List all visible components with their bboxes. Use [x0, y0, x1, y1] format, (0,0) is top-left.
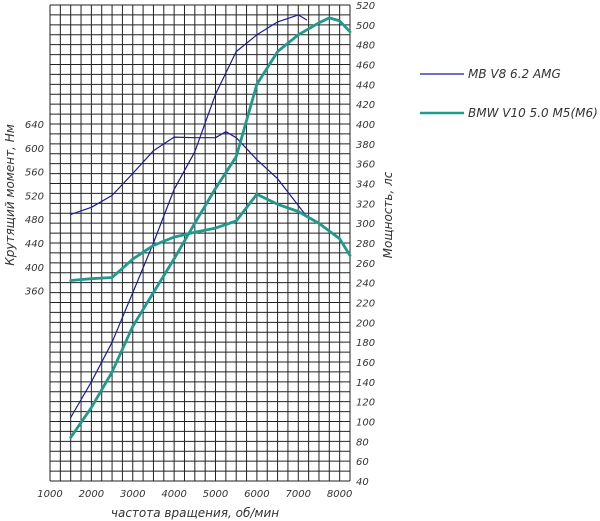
legend-label-mb: MB V8 6.2 AMG — [468, 67, 561, 81]
right-tick-label: 40 — [356, 477, 369, 488]
right-tick-label: 220 — [356, 299, 375, 310]
x-tick-label: 2000 — [79, 489, 104, 500]
right-tick-label: 180 — [356, 338, 375, 349]
x-tick-label: 1000 — [37, 489, 62, 500]
left-tick-label: 520 — [25, 191, 44, 202]
right-tick-label: 300 — [356, 219, 375, 230]
x-tick-label: 5000 — [203, 489, 228, 500]
right-tick-label: 120 — [356, 398, 375, 409]
right-tick-label: 400 — [356, 120, 375, 131]
right-tick-label: 500 — [356, 21, 375, 32]
x-tick-label: 6000 — [244, 489, 269, 500]
x-tick-label: 4000 — [161, 489, 186, 500]
right-tick-label: 260 — [356, 259, 375, 270]
series-lines — [69, 14, 352, 439]
right-tick-label: 360 — [356, 160, 375, 171]
right-tick-label: 520 — [356, 1, 375, 12]
bmw-torque-line — [69, 192, 352, 282]
right-tick-label: 380 — [356, 140, 375, 151]
mb-power-line — [70, 14, 308, 419]
x-axis-label: частота вращения, об/мин — [111, 506, 279, 520]
left-tick-label: 640 — [25, 120, 44, 131]
right-tick-label: 460 — [356, 61, 375, 72]
right-tick-label: 320 — [356, 199, 375, 210]
x-tick-label: 8000 — [327, 489, 352, 500]
bmw-power-line — [69, 16, 352, 439]
left-tick-label: 360 — [25, 287, 44, 298]
right-tick-label: 340 — [356, 180, 375, 191]
right-tick-label: 80 — [356, 437, 369, 448]
left-tick-label: 440 — [25, 239, 44, 250]
x-axis-ticks: 1000 2000 3000 4000 5000 6000 7000 8000 — [37, 489, 352, 500]
right-tick-label: 240 — [356, 279, 375, 290]
left-axis-label: Крутящий момент, Нм — [3, 124, 17, 266]
mb-torque-line — [70, 131, 308, 217]
right-tick-label: 280 — [356, 239, 375, 250]
left-tick-label: 560 — [25, 168, 44, 179]
x-tick-label: 3000 — [120, 489, 145, 500]
right-tick-label: 200 — [356, 318, 375, 329]
right-tick-label: 420 — [356, 100, 375, 111]
right-tick-label: 60 — [356, 457, 369, 468]
right-tick-label: 160 — [356, 358, 375, 369]
left-tick-label: 600 — [25, 144, 44, 155]
right-tick-label: 480 — [356, 41, 375, 52]
right-axis-ticks: 40 60 80 100 120 140 160 180 200 220 240 260 280 300 3… — [356, 1, 375, 488]
right-tick-label: 440 — [356, 80, 375, 91]
chart-grid — [49, 4, 351, 482]
left-tick-label: 400 — [25, 263, 44, 274]
left-axis-ticks: 360 400 440 480 520 560 600 640 — [25, 120, 44, 298]
left-tick-label: 480 — [25, 215, 44, 226]
legend: MB V8 6.2 AMG BMW V10 5.0 M5(M6) — [420, 67, 598, 120]
right-tick-label: 100 — [356, 418, 375, 429]
right-axis-label: Мощность, лс — [381, 171, 395, 258]
x-tick-label: 7000 — [286, 489, 311, 500]
legend-label-bmw: BMW V10 5.0 M5(M6) — [468, 106, 598, 120]
right-tick-label: 140 — [356, 378, 375, 389]
